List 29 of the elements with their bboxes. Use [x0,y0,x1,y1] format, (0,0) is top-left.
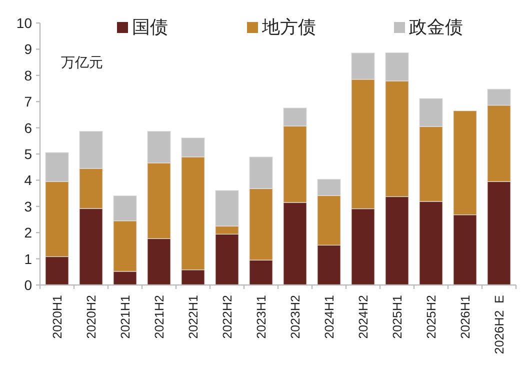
x-tick-label: 2021H2 [152,294,166,339]
x-tick-label: 2025H2 [424,294,438,339]
x-tick-label: 2023H1 [254,294,268,339]
x-tick-label: 2026H1 [458,294,472,339]
legend-label: 政金债 [409,17,463,37]
x-tick-label: 2021H1 [118,294,132,339]
x-tick-label: 2022H1 [186,294,200,339]
y-tick-label: 7 [24,94,32,110]
y-tick-label: 2 [24,224,32,241]
legend-label: 国债 [132,17,168,37]
y-tick-label: 3 [24,198,32,214]
y-tick-label: 1 [24,250,32,267]
x-tick-label: 2024H2 [356,294,370,339]
x-tick-label: 2020H1 [50,294,64,339]
x-tick-label: 2024H1 [322,294,336,339]
x-tick-label: 2026H2 E [492,295,506,354]
x-tick-label: 2023H2 [288,294,302,339]
x-tick-label: 2020H2 [84,294,98,339]
y-tick-label: 6 [24,120,32,136]
x-tick-label: 2022H2 [220,294,234,339]
annotation: 万亿元 [61,54,103,70]
y-tick-label: 9 [24,41,32,58]
y-tick-label: 8 [24,67,32,84]
y-tick-label: 4 [24,172,32,188]
y-tick-label: 0 [24,277,32,293]
y-tick-label: 5 [24,146,32,162]
x-tick-label: 2025H1 [390,294,404,339]
legend-label: 地方债 [261,17,316,37]
y-tick-label: 10 [16,15,32,31]
